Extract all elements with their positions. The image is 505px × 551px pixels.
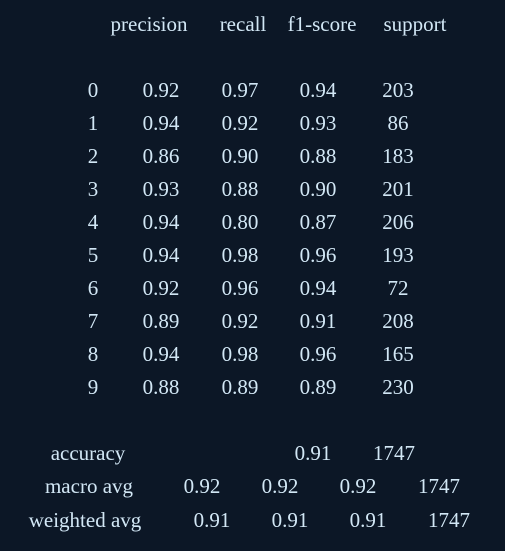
class-label: 9 — [87, 375, 99, 399]
recall-value: 0.98 — [221, 243, 259, 267]
class-label: 8 — [87, 342, 99, 366]
recall-value: 0.98 — [221, 342, 259, 366]
precision-value: 0.94 — [142, 210, 180, 234]
f1-value: 0.93 — [299, 111, 337, 135]
macro-avg-support: 1747 — [418, 474, 460, 498]
class-label: 5 — [87, 243, 99, 267]
precision-value: 0.89 — [142, 309, 180, 333]
class-label: 3 — [87, 177, 99, 201]
accuracy-row: accuracy 0.91 1747 — [0, 443, 505, 473]
table-row: 0 0.92 0.97 0.94 203 — [0, 80, 505, 110]
weighted-avg-recall: 0.91 — [271, 508, 309, 532]
weighted-avg-precision: 0.91 — [193, 508, 231, 532]
support-value: 203 — [382, 78, 414, 102]
accuracy-support-value: 1747 — [373, 441, 415, 465]
recall-value: 0.90 — [221, 144, 259, 168]
recall-value: 0.89 — [221, 375, 259, 399]
table-row: 1 0.94 0.92 0.93 86 — [0, 113, 505, 143]
table-row: 9 0.88 0.89 0.89 230 — [0, 377, 505, 407]
class-label: 4 — [87, 210, 99, 234]
support-value: 206 — [382, 210, 414, 234]
class-label: 0 — [87, 78, 99, 102]
precision-value: 0.94 — [142, 243, 180, 267]
macro-avg-f1: 0.92 — [339, 474, 377, 498]
header-precision: precision — [110, 12, 188, 36]
table-row: 2 0.86 0.90 0.88 183 — [0, 146, 505, 176]
weighted-avg-f1: 0.91 — [349, 508, 387, 532]
header-recall: recall — [219, 12, 267, 36]
support-value: 230 — [382, 375, 414, 399]
f1-value: 0.96 — [299, 243, 337, 267]
table-row: 7 0.89 0.92 0.91 208 — [0, 311, 505, 341]
macro-avg-precision: 0.92 — [183, 474, 221, 498]
support-value: 183 — [382, 144, 414, 168]
f1-value: 0.96 — [299, 342, 337, 366]
precision-value: 0.92 — [142, 276, 180, 300]
weighted-avg-label: weighted avg — [28, 508, 142, 532]
table-row: 8 0.94 0.98 0.96 165 — [0, 344, 505, 374]
precision-value: 0.86 — [142, 144, 180, 168]
macro-avg-recall: 0.92 — [261, 474, 299, 498]
precision-value: 0.94 — [142, 342, 180, 366]
header-support: support — [383, 12, 447, 36]
accuracy-label: accuracy — [50, 441, 126, 465]
f1-value: 0.94 — [299, 78, 337, 102]
precision-value: 0.88 — [142, 375, 180, 399]
f1-value: 0.90 — [299, 177, 337, 201]
support-value: 72 — [387, 276, 409, 300]
table-row: 3 0.93 0.88 0.90 201 — [0, 179, 505, 209]
class-label: 6 — [87, 276, 99, 300]
f1-value: 0.87 — [299, 210, 337, 234]
weighted-avg-support: 1747 — [428, 508, 470, 532]
macro-avg-label: macro avg — [44, 474, 134, 498]
support-value: 193 — [382, 243, 414, 267]
table-row: 6 0.92 0.96 0.94 72 — [0, 278, 505, 308]
recall-value: 0.92 — [221, 111, 259, 135]
class-label: 7 — [87, 309, 99, 333]
recall-value: 0.92 — [221, 309, 259, 333]
table-row: 5 0.94 0.98 0.96 193 — [0, 245, 505, 275]
f1-value: 0.89 — [299, 375, 337, 399]
precision-value: 0.94 — [142, 111, 180, 135]
precision-value: 0.93 — [142, 177, 180, 201]
support-value: 86 — [387, 111, 409, 135]
precision-value: 0.92 — [142, 78, 180, 102]
f1-value: 0.88 — [299, 144, 337, 168]
support-value: 208 — [382, 309, 414, 333]
f1-value: 0.94 — [299, 276, 337, 300]
support-value: 165 — [382, 342, 414, 366]
class-label: 1 — [87, 111, 99, 135]
weighted-avg-row: weighted avg 0.91 0.91 0.91 1747 — [0, 510, 505, 540]
macro-avg-row: macro avg 0.92 0.92 0.92 1747 — [0, 476, 505, 506]
recall-value: 0.80 — [221, 210, 259, 234]
header-row: precision recall f1-score support — [0, 14, 505, 44]
support-value: 201 — [382, 177, 414, 201]
table-row: 4 0.94 0.80 0.87 206 — [0, 212, 505, 242]
recall-value: 0.97 — [221, 78, 259, 102]
header-f1-score: f1-score — [287, 12, 357, 36]
f1-value: 0.91 — [299, 309, 337, 333]
class-label: 2 — [87, 144, 99, 168]
recall-value: 0.96 — [221, 276, 259, 300]
accuracy-f1-value: 0.91 — [294, 441, 332, 465]
recall-value: 0.88 — [221, 177, 259, 201]
